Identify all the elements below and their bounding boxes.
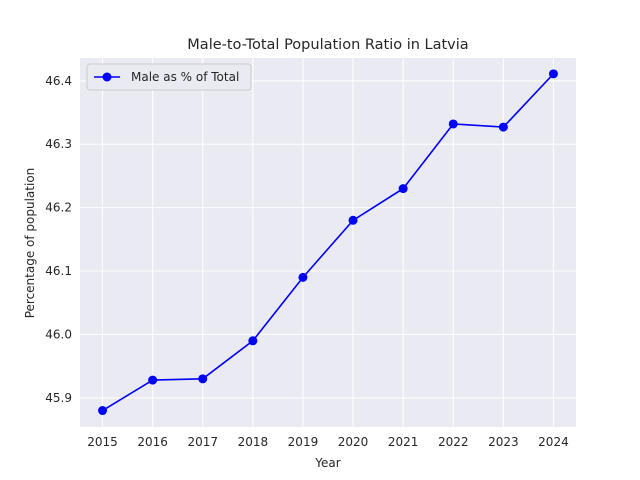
x-tick-label: 2015 xyxy=(87,435,118,449)
series-layer xyxy=(98,69,558,416)
data-point xyxy=(548,69,558,79)
data-point xyxy=(98,406,108,416)
legend-label: Male as % of Total xyxy=(131,70,239,84)
y-axis-label: Percentage of population xyxy=(23,168,37,319)
data-point xyxy=(298,272,308,282)
x-tick-label: 2021 xyxy=(388,435,419,449)
legend: Male as % of Total xyxy=(86,63,252,91)
y-tick-label: 46.1 xyxy=(45,264,72,278)
data-point xyxy=(148,375,158,385)
x-tick-label: 2020 xyxy=(338,435,369,449)
y-axis-ticks: 45.9 46.0 46.1 46.2 46.3 46.4 xyxy=(45,74,72,405)
data-point xyxy=(198,374,208,384)
x-tick-label: 2016 xyxy=(137,435,168,449)
x-tick-label: 2024 xyxy=(538,435,569,449)
data-point xyxy=(398,184,408,194)
x-tick-label: 2022 xyxy=(438,435,469,449)
grid-lines xyxy=(80,58,576,427)
x-tick-label: 2018 xyxy=(238,435,269,449)
y-tick-label: 46.2 xyxy=(45,201,72,215)
x-axis-ticks: 2015 2016 2017 2018 2019 2020 2021 2022 2023 2024 xyxy=(87,435,568,449)
plot-area xyxy=(80,58,576,427)
data-point xyxy=(498,122,508,132)
y-tick-label: 46.3 xyxy=(45,137,72,151)
legend-marker-swatch xyxy=(102,72,112,82)
y-tick-label: 46.4 xyxy=(45,74,72,88)
x-tick-label: 2019 xyxy=(288,435,319,449)
data-point xyxy=(248,336,258,346)
y-tick-label: 46.0 xyxy=(45,327,72,341)
x-axis-label: Year xyxy=(314,456,340,470)
y-tick-label: 45.9 xyxy=(45,391,72,405)
chart-title: Male-to-Total Population Ratio in Latvia xyxy=(187,37,468,53)
x-tick-label: 2023 xyxy=(488,435,519,449)
legend-box xyxy=(86,63,252,91)
data-point xyxy=(348,215,358,225)
data-point xyxy=(448,119,458,129)
x-tick-label: 2017 xyxy=(187,435,218,449)
series-line xyxy=(102,73,555,412)
